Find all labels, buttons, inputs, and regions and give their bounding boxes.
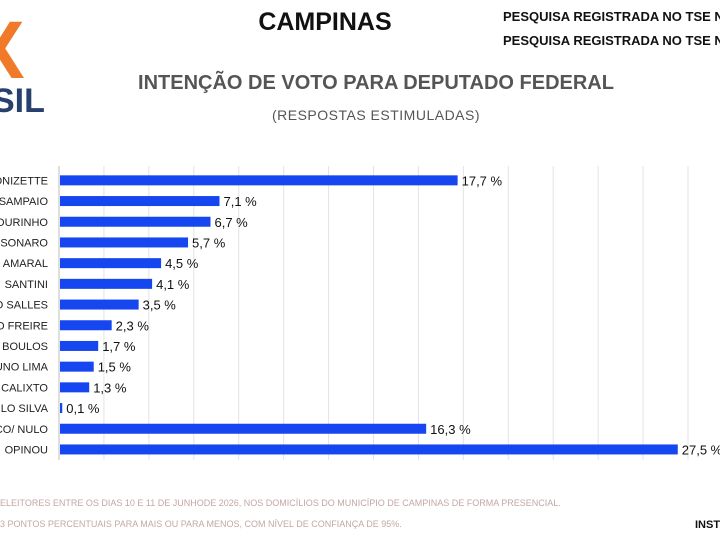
- value-label: 27,5 %: [682, 442, 720, 457]
- category-label: LO SILVA: [1, 403, 49, 415]
- city-title: CAMPINAS: [258, 8, 392, 36]
- category-label: OPINOU: [5, 444, 48, 456]
- category-label: SAMPAIO: [0, 196, 48, 208]
- brand-logo: X SIL: [0, 10, 50, 120]
- category-label: UNO LIMA: [0, 362, 49, 374]
- category-label: AMARAL: [3, 258, 48, 270]
- category-label: CO/ NULO: [0, 424, 48, 436]
- value-label: 3,5 %: [143, 298, 177, 313]
- bar: [60, 361, 94, 372]
- bar: [60, 237, 189, 248]
- logo-word: SIL: [0, 82, 45, 120]
- footer-margin-of-error: 3 PONTOS PERCENTUAIS PARA MAIS OU PARA M…: [0, 519, 402, 529]
- registration-line-2: PESQUISA REGISTRADA NO TSE N: [503, 33, 720, 48]
- value-label: 17,7 %: [462, 173, 503, 188]
- value-label: 4,5 %: [165, 256, 199, 271]
- bar: [60, 340, 99, 351]
- value-label: 1,5 %: [98, 360, 132, 375]
- logo-letter: X: [0, 10, 25, 92]
- value-label: 0,1 %: [66, 401, 100, 416]
- value-label: 2,3 %: [116, 318, 150, 333]
- value-label: 1,3 %: [93, 380, 127, 395]
- bar: [60, 403, 63, 414]
- bar: [60, 196, 220, 207]
- chart-title: INTENÇÃO DE VOTO PARA DEPUTADO FEDERAL: [138, 72, 614, 94]
- bar: [60, 423, 427, 434]
- bar: [60, 320, 112, 331]
- value-label: 1,7 %: [102, 339, 136, 354]
- category-label: O FREIRE: [0, 320, 48, 332]
- value-label: 7,1 %: [223, 194, 257, 209]
- category-label: SONARO: [0, 237, 48, 249]
- bar: [60, 216, 211, 227]
- category-label: ONIZETTE: [0, 175, 48, 187]
- bar: [60, 382, 90, 393]
- category-label: OURINHO: [0, 217, 48, 229]
- bar: [60, 444, 678, 455]
- bar: [60, 258, 162, 269]
- value-label: 5,7 %: [192, 235, 226, 250]
- value-label: 4,1 %: [156, 277, 190, 292]
- registration-line-1: PESQUISA REGISTRADA NO TSE N: [503, 9, 720, 24]
- bar: [60, 175, 458, 186]
- category-label: BOULOS: [2, 341, 48, 353]
- institute-label: INST: [695, 519, 720, 531]
- category-label: CALIXTO: [1, 382, 48, 394]
- bar-chart: 0246810121416182022242628ONIZETTE17,7 %S…: [0, 166, 720, 465]
- category-label: SANTINI: [5, 279, 48, 291]
- footer-methodology: ELEITORES ENTRE OS DIAS 10 E 11 DE JUNHO…: [0, 498, 561, 508]
- bar: [60, 299, 139, 310]
- value-label: 6,7 %: [215, 215, 249, 230]
- category-label: O SALLES: [0, 300, 48, 312]
- value-label: 16,3 %: [430, 422, 471, 437]
- chart-subtitle: (RESPOSTAS ESTIMULADAS): [271, 107, 481, 123]
- bar: [60, 278, 153, 289]
